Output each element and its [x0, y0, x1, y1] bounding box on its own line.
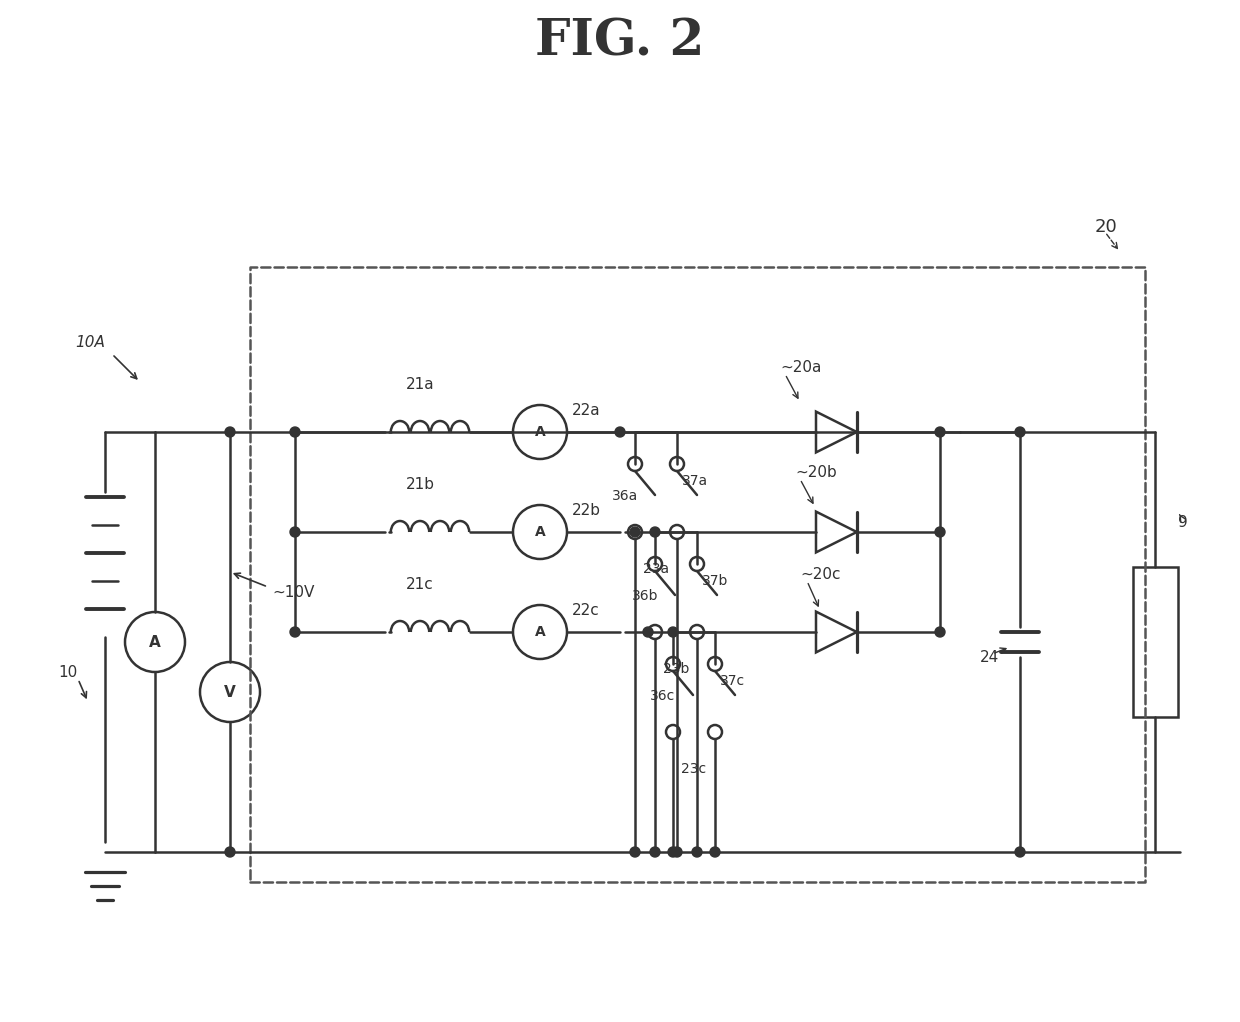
Text: 22a: 22a — [572, 403, 600, 418]
Text: 21a: 21a — [405, 377, 434, 392]
Circle shape — [668, 628, 678, 637]
Text: 23c: 23c — [682, 762, 707, 776]
Text: FIG. 2: FIG. 2 — [536, 17, 704, 66]
Text: 37a: 37a — [682, 474, 708, 487]
Text: A: A — [534, 525, 546, 539]
Circle shape — [672, 847, 682, 857]
Text: 24: 24 — [980, 650, 999, 664]
Circle shape — [290, 427, 300, 437]
Circle shape — [290, 527, 300, 537]
Text: 20: 20 — [1095, 218, 1117, 236]
Circle shape — [224, 427, 236, 437]
Circle shape — [668, 847, 678, 857]
Text: 37c: 37c — [720, 673, 745, 688]
Text: 21c: 21c — [407, 577, 434, 592]
Text: 37b: 37b — [702, 574, 728, 588]
Text: 9: 9 — [1178, 514, 1188, 529]
Text: 23a: 23a — [642, 562, 670, 576]
Text: 10: 10 — [58, 664, 78, 680]
Circle shape — [1016, 847, 1025, 857]
Circle shape — [650, 527, 660, 537]
Text: ~10V: ~10V — [272, 585, 315, 600]
Text: 36b: 36b — [631, 589, 658, 603]
Text: 10A: 10A — [76, 334, 105, 350]
Circle shape — [615, 427, 625, 437]
Circle shape — [1016, 427, 1025, 437]
Text: 22c: 22c — [572, 603, 600, 617]
Text: A: A — [534, 425, 546, 439]
Circle shape — [711, 847, 720, 857]
Circle shape — [290, 628, 300, 637]
Text: 36a: 36a — [611, 489, 639, 503]
Circle shape — [630, 527, 640, 537]
Text: ~20a: ~20a — [780, 360, 821, 374]
Text: 36c: 36c — [650, 689, 676, 703]
Text: A: A — [534, 625, 546, 639]
Text: V: V — [224, 685, 236, 699]
Text: 21b: 21b — [405, 477, 434, 492]
Circle shape — [692, 847, 702, 857]
Text: A: A — [149, 635, 161, 650]
Circle shape — [644, 628, 653, 637]
Text: 23b: 23b — [663, 662, 689, 676]
Circle shape — [224, 847, 236, 857]
Circle shape — [935, 527, 945, 537]
Text: 22b: 22b — [572, 503, 601, 517]
Circle shape — [935, 628, 945, 637]
Circle shape — [630, 847, 640, 857]
Circle shape — [650, 847, 660, 857]
Bar — [1133, 567, 1178, 717]
Circle shape — [935, 427, 945, 437]
Text: ~20b: ~20b — [795, 465, 837, 479]
Text: ~20c: ~20c — [800, 566, 841, 582]
